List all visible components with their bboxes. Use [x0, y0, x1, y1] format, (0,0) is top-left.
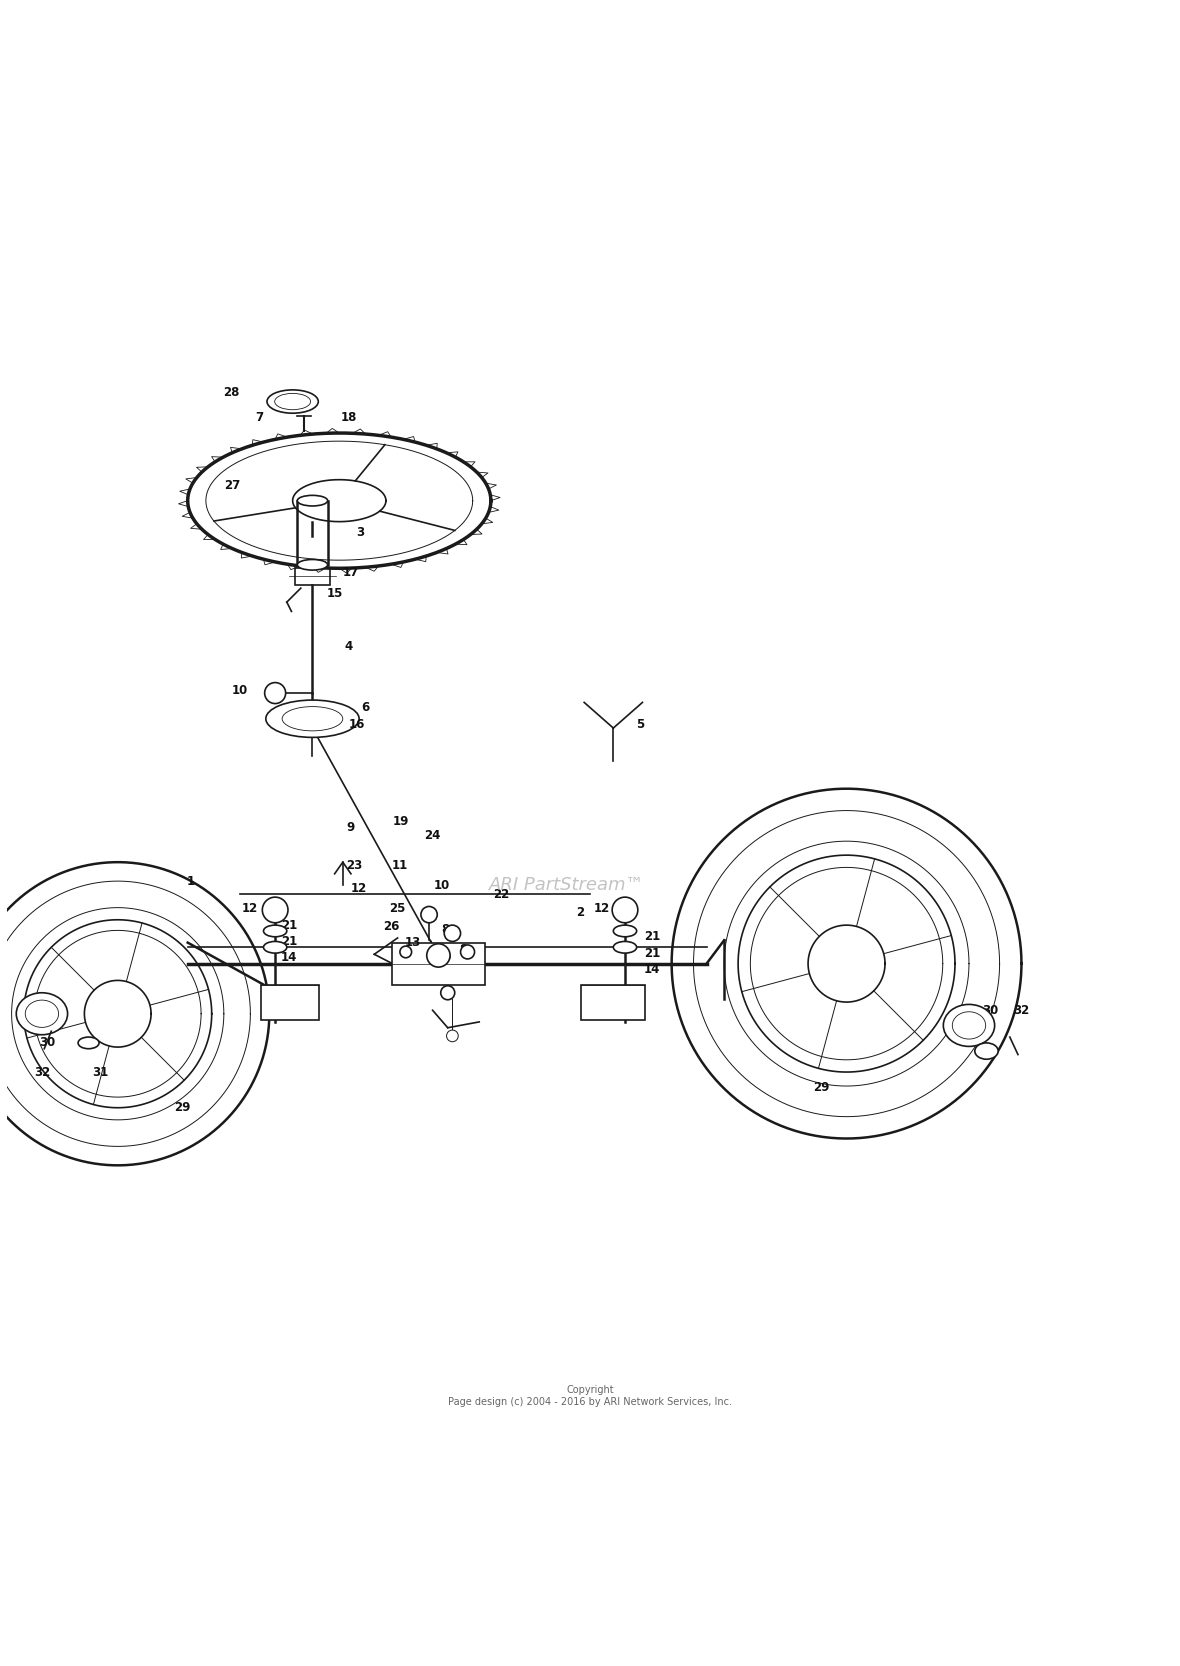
Text: 29: 29 — [173, 1101, 190, 1113]
Ellipse shape — [943, 1005, 995, 1046]
Text: 8: 8 — [441, 923, 450, 936]
Circle shape — [612, 896, 638, 923]
Text: 8: 8 — [459, 943, 467, 956]
Text: 10: 10 — [232, 685, 248, 698]
Circle shape — [446, 1030, 458, 1041]
Text: 27: 27 — [224, 480, 240, 491]
Ellipse shape — [263, 941, 287, 953]
Text: 2: 2 — [577, 906, 585, 918]
Bar — [392, 943, 485, 985]
Circle shape — [262, 896, 288, 923]
Ellipse shape — [78, 1036, 99, 1048]
Text: 11: 11 — [392, 860, 408, 873]
Text: 21: 21 — [643, 930, 660, 943]
Text: 29: 29 — [813, 1081, 830, 1093]
Text: 19: 19 — [393, 815, 409, 828]
Text: 28: 28 — [223, 387, 240, 398]
Ellipse shape — [263, 925, 287, 936]
Circle shape — [460, 945, 474, 960]
Text: 17: 17 — [343, 566, 359, 580]
Ellipse shape — [975, 1043, 998, 1060]
Text: 16: 16 — [348, 718, 365, 731]
Bar — [581, 985, 644, 1020]
Text: 12: 12 — [242, 903, 257, 915]
Text: 32: 32 — [1014, 1003, 1030, 1016]
Text: 21: 21 — [643, 946, 660, 960]
Circle shape — [444, 925, 460, 941]
Text: 3: 3 — [356, 526, 365, 538]
Text: ARI PartStream™: ARI PartStream™ — [489, 876, 644, 895]
Text: 18: 18 — [340, 412, 356, 425]
Text: 31: 31 — [92, 1066, 109, 1078]
Text: 32: 32 — [34, 1066, 50, 1078]
Ellipse shape — [17, 993, 67, 1035]
Text: 10: 10 — [434, 880, 450, 891]
Text: 20: 20 — [435, 951, 451, 965]
Circle shape — [441, 986, 454, 1000]
Circle shape — [264, 683, 286, 703]
Ellipse shape — [266, 700, 359, 738]
Ellipse shape — [614, 925, 637, 936]
Text: Copyright: Copyright — [566, 1386, 614, 1396]
Text: 21: 21 — [281, 935, 297, 948]
Circle shape — [400, 946, 412, 958]
Circle shape — [421, 906, 438, 923]
Circle shape — [427, 943, 450, 966]
Text: 6: 6 — [361, 701, 369, 713]
Text: 14: 14 — [643, 963, 660, 976]
Text: 4: 4 — [345, 640, 353, 653]
Text: 24: 24 — [425, 828, 441, 841]
Ellipse shape — [297, 495, 328, 506]
Text: 5: 5 — [636, 718, 644, 731]
Text: 9: 9 — [347, 821, 355, 833]
Text: 12: 12 — [350, 883, 367, 895]
Text: 31: 31 — [966, 1026, 983, 1040]
Text: 26: 26 — [384, 920, 400, 933]
Text: 21: 21 — [281, 918, 297, 931]
Text: 30: 30 — [982, 1003, 998, 1016]
Text: 22: 22 — [493, 888, 510, 901]
Ellipse shape — [297, 560, 328, 570]
Text: Page design (c) 2004 - 2016 by ARI Network Services, Inc.: Page design (c) 2004 - 2016 by ARI Netwo… — [448, 1398, 732, 1408]
Text: 12: 12 — [594, 903, 610, 915]
Bar — [295, 568, 330, 585]
Text: 14: 14 — [281, 951, 297, 965]
Bar — [261, 985, 320, 1020]
Ellipse shape — [614, 941, 637, 953]
Text: 1: 1 — [188, 875, 195, 888]
Text: 25: 25 — [389, 903, 406, 915]
Text: 13: 13 — [405, 936, 421, 950]
Text: 30: 30 — [40, 1036, 55, 1050]
Text: 23: 23 — [346, 860, 362, 873]
Text: 7: 7 — [255, 412, 263, 425]
Text: 15: 15 — [327, 588, 343, 600]
